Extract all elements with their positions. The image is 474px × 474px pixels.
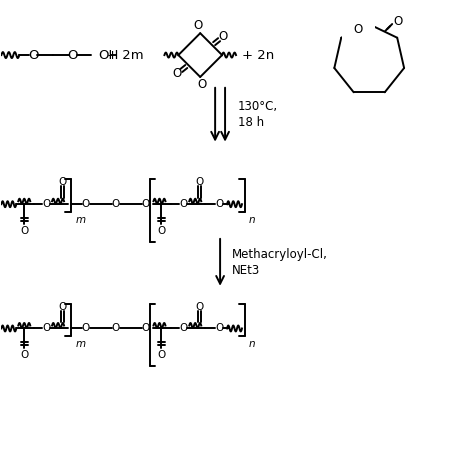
Text: O: O (393, 15, 403, 27)
Text: O: O (111, 323, 120, 334)
Text: n: n (249, 215, 255, 225)
Text: O: O (195, 177, 203, 187)
Text: + 2m: + 2m (107, 48, 144, 62)
Text: O: O (20, 350, 28, 360)
Text: O: O (219, 30, 228, 43)
Text: O: O (82, 323, 90, 334)
Text: O: O (28, 48, 38, 62)
Text: O: O (173, 67, 182, 81)
Text: O: O (58, 177, 66, 187)
Text: O: O (354, 24, 363, 36)
Text: O: O (157, 350, 165, 360)
Text: 130°C,: 130°C, (238, 100, 278, 113)
Text: O: O (141, 323, 150, 334)
Text: O: O (82, 199, 90, 209)
Text: O: O (195, 301, 203, 311)
Text: O: O (111, 199, 120, 209)
Text: O: O (179, 199, 187, 209)
Text: n: n (249, 339, 255, 349)
Text: O: O (157, 226, 165, 236)
Text: OH: OH (98, 48, 118, 62)
Text: m: m (76, 215, 86, 225)
Text: O: O (193, 19, 203, 32)
Text: O: O (68, 48, 78, 62)
Text: O: O (20, 226, 28, 236)
Text: O: O (42, 323, 50, 334)
Text: O: O (179, 323, 187, 334)
Text: O: O (198, 78, 207, 91)
Text: Methacryloyl-Cl,: Methacryloyl-Cl, (232, 248, 328, 261)
Text: 18 h: 18 h (238, 116, 264, 129)
Text: O: O (215, 323, 223, 334)
Text: NEt3: NEt3 (232, 264, 260, 277)
Text: O: O (42, 199, 50, 209)
Text: O: O (58, 301, 66, 311)
Text: O: O (215, 199, 223, 209)
Text: m: m (76, 339, 86, 349)
Text: + 2n: + 2n (242, 48, 274, 62)
Text: O: O (141, 199, 150, 209)
